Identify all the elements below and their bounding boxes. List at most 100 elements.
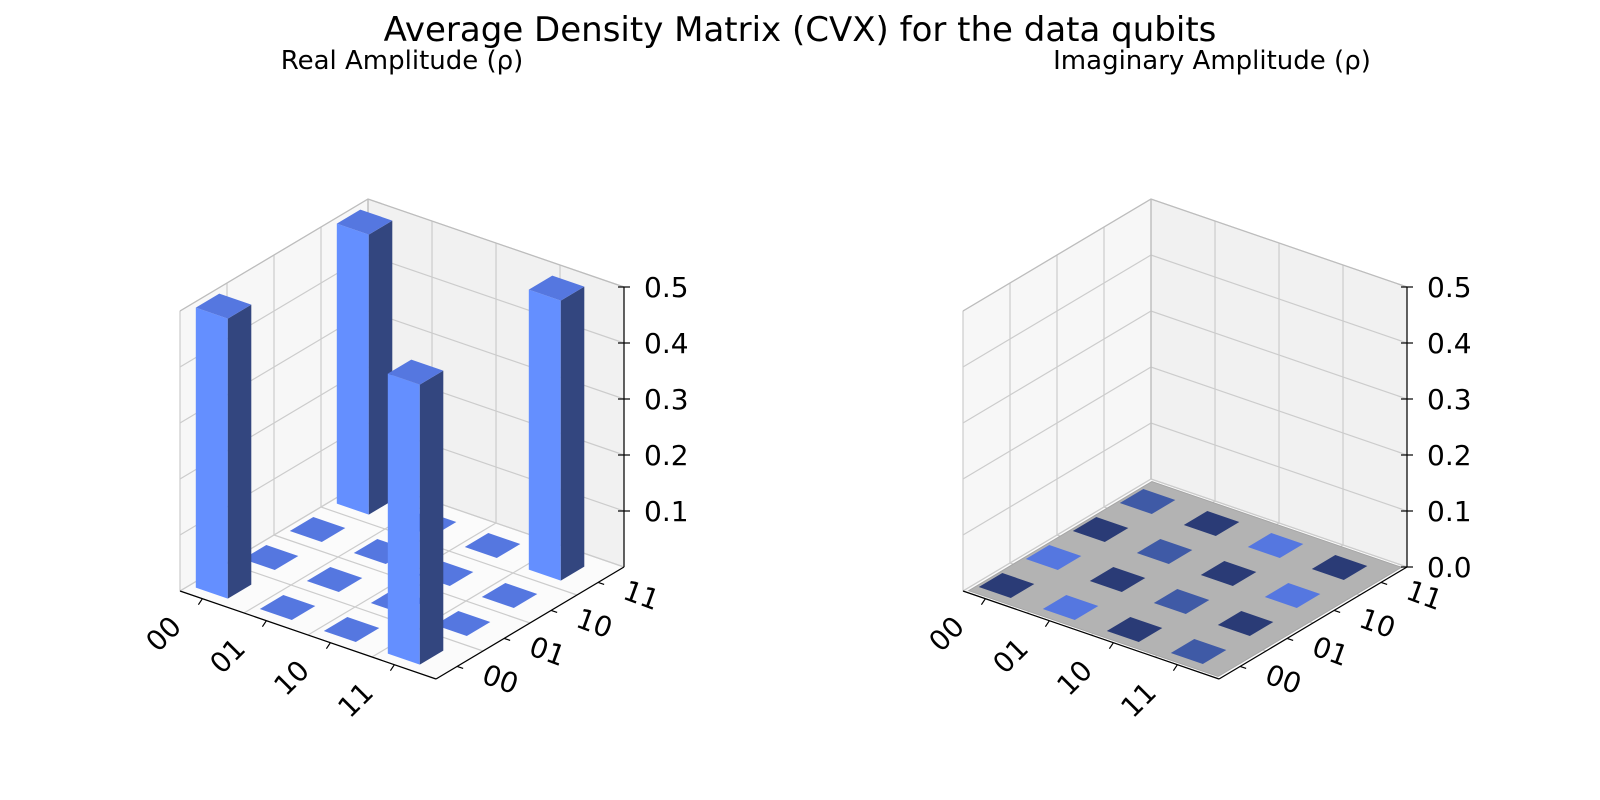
z-ticks: 0.0 0.1 0.2 0.3 0.4 0.5 <box>1401 271 1472 584</box>
bar-11-00 <box>1170 639 1227 664</box>
bar-top-face <box>528 275 585 301</box>
row-tick-mark <box>261 620 267 628</box>
bar-01-00 <box>1042 595 1099 620</box>
imaginary-panel-title: Imaginary Amplitude (ρ) <box>1053 46 1371 76</box>
bar-00-10 <box>1072 517 1129 542</box>
z-tick-label: 0.4 <box>644 327 689 360</box>
col-tick-label: 01 <box>1308 630 1353 673</box>
col-tick-label: 10 <box>1355 602 1400 645</box>
bar-top-face <box>336 209 393 235</box>
bar-10-01 <box>1153 589 1210 614</box>
col-tick-label: 11 <box>619 574 664 617</box>
col-tick-label: 00 <box>478 658 523 701</box>
bar-10-11 <box>464 533 521 558</box>
pane-edges <box>962 198 1408 479</box>
row-tick-label: 11 <box>331 676 380 725</box>
bar-side-face <box>368 220 393 515</box>
bar-flat-tile <box>1072 517 1129 542</box>
bar-10-10 <box>1200 561 1257 586</box>
col-tick-mark <box>1380 581 1388 585</box>
bar-flat-tile <box>1119 489 1176 514</box>
bar-flat-tile <box>1025 545 1082 570</box>
bar-flat-tile <box>1200 561 1257 586</box>
bars <box>195 209 585 665</box>
x-axis-line <box>179 590 437 680</box>
z-tick-label: 0.1 <box>644 495 689 528</box>
bar-flat-tile <box>481 583 538 608</box>
bar-flat-tile <box>1217 611 1274 636</box>
bar-flat-tile <box>434 611 491 636</box>
col-tick-mark <box>1239 665 1247 669</box>
x-axis-line <box>962 590 1220 680</box>
bar-flat-tile <box>323 617 380 642</box>
bar-flat-tile <box>306 567 363 592</box>
bar-00-11 <box>1119 489 1176 514</box>
row-tick-mark <box>980 598 986 606</box>
bar-side-face <box>560 286 585 581</box>
bar-top-face <box>387 359 444 385</box>
row-tick-label: 00 <box>922 610 971 659</box>
z-ticks: 0.1 0.2 0.3 0.4 0.5 <box>618 271 689 528</box>
row-tick-label: 00 <box>139 610 188 659</box>
row-tick-mark <box>389 664 395 672</box>
bar-flat-tile <box>1089 567 1146 592</box>
bar-flat-tile <box>1170 639 1227 664</box>
row-tick-label: 10 <box>1050 654 1099 703</box>
bar-11-10 <box>481 583 538 608</box>
y-axis-line <box>1218 566 1408 680</box>
row-tick-mark <box>1044 620 1050 628</box>
bar-flat-tile <box>978 573 1035 598</box>
bar-00-00 <box>978 573 1035 598</box>
row-tick-label: 11 <box>1114 676 1163 725</box>
real-panel-title: Real Amplitude (ρ) <box>280 46 524 76</box>
bar-front-face <box>387 373 420 665</box>
bar-flat-tile <box>1136 539 1193 564</box>
row-tick-label: 01 <box>203 632 252 681</box>
bar-01-01 <box>306 567 363 592</box>
z-tick-label: 0.5 <box>644 271 689 304</box>
bar-11-00 <box>387 359 444 665</box>
row-tick-mark <box>1172 664 1178 672</box>
bar-11-01 <box>1217 611 1274 636</box>
bar-flat-tile <box>1264 583 1321 608</box>
bar-flat-tile <box>1183 511 1240 536</box>
bar-flat-tile <box>259 595 316 620</box>
floor-grid-line <box>1150 478 1408 568</box>
col-tick-mark <box>503 637 511 641</box>
bar-01-11 <box>1183 511 1240 536</box>
bar-00-01 <box>1025 545 1082 570</box>
z-tick-label: 0.0 <box>1427 551 1472 584</box>
z-tick-label: 0.1 <box>1427 495 1472 528</box>
bar-00-10 <box>289 517 346 542</box>
bar-10-00 <box>1106 617 1163 642</box>
bar-front-face <box>195 307 228 599</box>
z-tick-label: 0.2 <box>1427 439 1472 472</box>
bar-00-01 <box>242 545 299 570</box>
col-tick-mark <box>550 609 558 613</box>
col-tick-label: 01 <box>525 630 570 673</box>
y-axis-line <box>435 566 625 680</box>
bar-flat-tile <box>1311 555 1368 580</box>
col-tick-mark <box>1286 637 1294 641</box>
bar-11-11 <box>528 275 585 581</box>
bar-10-00 <box>323 617 380 642</box>
col-tick-mark <box>597 581 605 585</box>
col-tick-mark <box>456 665 464 669</box>
figure-title: Average Density Matrix (CVX) for the dat… <box>383 10 1217 50</box>
bar-flat-tile <box>1153 589 1210 614</box>
bar-top-face <box>195 293 252 319</box>
axes <box>179 287 625 680</box>
z-tick-label: 0.5 <box>1427 271 1472 304</box>
row-tick-label: 10 <box>267 654 316 703</box>
bar-11-10 <box>1264 583 1321 608</box>
col-tick-mark <box>1333 609 1341 613</box>
bar-11-01 <box>434 611 491 636</box>
z-tick-label: 0.4 <box>1427 327 1472 360</box>
bar-flat-tile <box>1247 533 1304 558</box>
floor-grid-line <box>320 506 578 596</box>
bar-front-face <box>336 223 369 515</box>
